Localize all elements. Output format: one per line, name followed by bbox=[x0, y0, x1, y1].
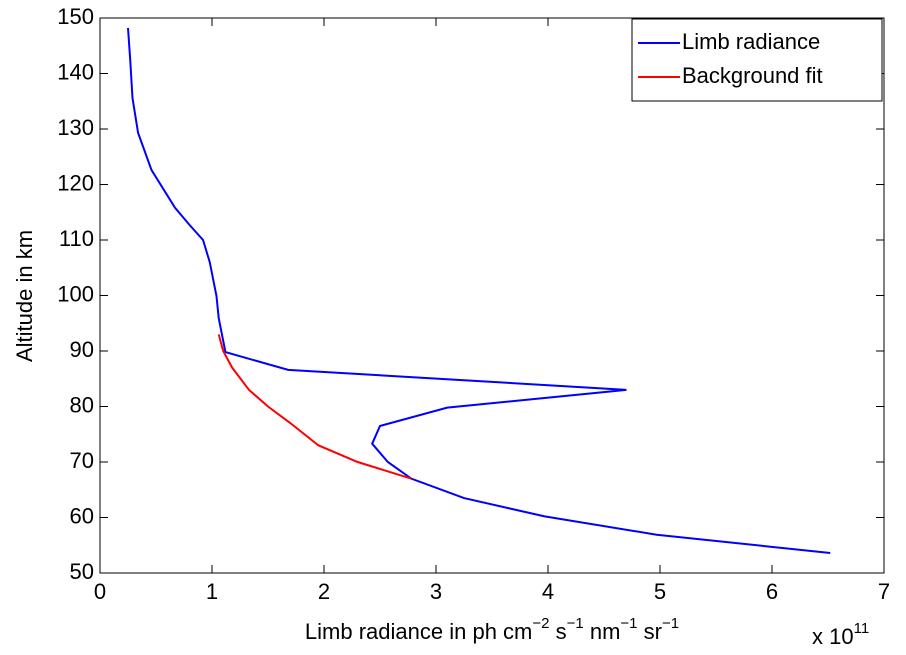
superscript: −1 bbox=[662, 615, 679, 632]
label-part: s bbox=[549, 619, 566, 644]
x-tick-label: 5 bbox=[654, 579, 666, 604]
y-tick-label: 150 bbox=[57, 4, 94, 29]
y-tick-label: 100 bbox=[57, 281, 94, 306]
data-line bbox=[127, 27, 831, 555]
superscript: 11 bbox=[854, 620, 870, 637]
y-axis-label: Altitude in km bbox=[12, 230, 37, 362]
label-part: Limb radiance in ph cm bbox=[305, 619, 532, 644]
y-tick-label: 110 bbox=[59, 226, 94, 251]
x-tick-label: 4 bbox=[542, 579, 554, 604]
x-tick-label: 3 bbox=[430, 579, 442, 604]
data-line bbox=[217, 334, 412, 480]
y-tick-label: 140 bbox=[57, 59, 94, 84]
x-tick-label: 6 bbox=[766, 579, 778, 604]
x-tick-label: 1 bbox=[206, 579, 218, 604]
x-axis-label: Limb radiance in ph cm−2 s−1 nm−1 sr−1 bbox=[305, 615, 679, 644]
y-tick-label: 60 bbox=[70, 503, 94, 528]
y-tick-label: 90 bbox=[70, 337, 94, 362]
y-tick-label: 130 bbox=[57, 115, 94, 140]
y-tick-label: 80 bbox=[70, 392, 94, 417]
superscript: −1 bbox=[567, 615, 584, 632]
legend-box bbox=[631, 18, 883, 102]
x-scale-label: x 1011 bbox=[812, 620, 869, 649]
label-part: nm bbox=[584, 619, 621, 644]
x-tick-label: 2 bbox=[318, 579, 330, 604]
x-tick-label: 7 bbox=[878, 579, 890, 604]
legend-label: Background fit bbox=[682, 63, 823, 88]
x-tick-label: 0 bbox=[94, 579, 106, 604]
y-tick-label: 120 bbox=[57, 170, 94, 195]
superscript: −1 bbox=[620, 615, 637, 632]
y-tick-label: 70 bbox=[70, 448, 94, 473]
legend-label: Limb radiance bbox=[682, 29, 820, 54]
superscript: −2 bbox=[532, 615, 549, 632]
y-tick-label: 50 bbox=[70, 559, 94, 584]
label-part: x 10 bbox=[812, 624, 854, 649]
label-part: sr bbox=[638, 619, 662, 644]
